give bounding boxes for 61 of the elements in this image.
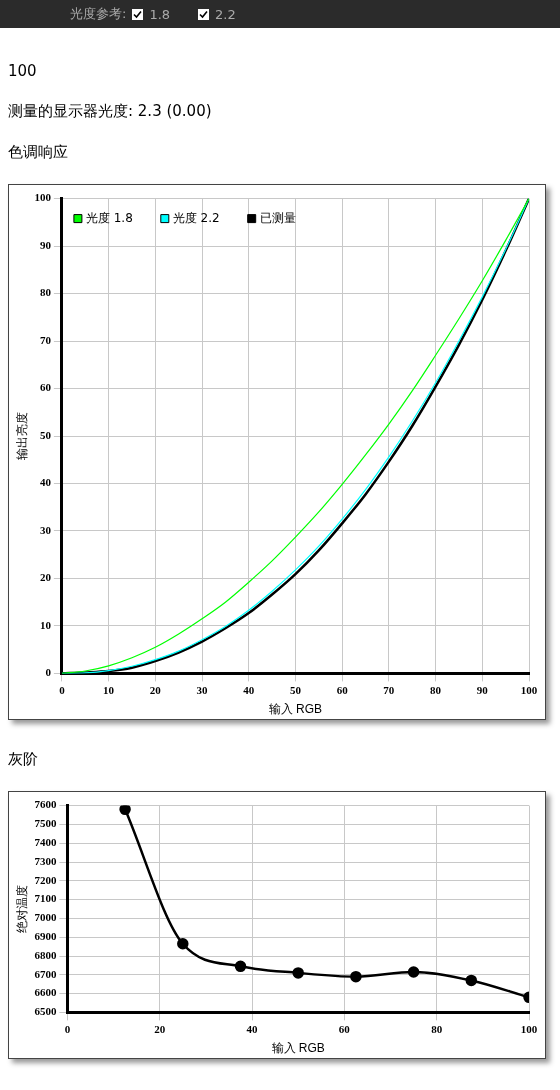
y-tick-label: 10 bbox=[39, 618, 52, 631]
point bbox=[350, 970, 362, 983]
x-tick-label: 0 bbox=[64, 1022, 71, 1035]
text: 测量的显示器光度: 2.3 (0.00) bbox=[8, 102, 213, 121]
x-tick-label: 10 bbox=[103, 683, 115, 696]
y-tick-label: 20 bbox=[39, 571, 52, 584]
point bbox=[234, 960, 247, 973]
y-tick-label: 0 bbox=[45, 666, 52, 679]
y-tick-label: 7500 bbox=[34, 817, 57, 830]
x-tick-label: 20 bbox=[154, 1022, 166, 1035]
chart-title: 色调响应 bbox=[8, 143, 69, 162]
y-tick-label: 7400 bbox=[34, 836, 57, 849]
x-tick-label: 20 bbox=[149, 683, 162, 696]
point bbox=[465, 974, 478, 987]
y-tick-label: 30 bbox=[39, 523, 52, 536]
y-tick-label: 70 bbox=[39, 333, 52, 346]
y-tick-label: 80 bbox=[39, 286, 52, 299]
x-tick-label: 30 bbox=[196, 683, 209, 696]
y-axis-title: 输出亮度 bbox=[14, 412, 29, 460]
y-tick-label: 7100 bbox=[34, 892, 57, 905]
y-tick-label: 90 bbox=[39, 238, 52, 251]
y-tick-label: 7300 bbox=[34, 854, 57, 867]
point bbox=[407, 966, 420, 978]
y-tick-label: 7200 bbox=[34, 873, 57, 886]
x-tick-label: 0 bbox=[59, 683, 66, 696]
point bbox=[177, 938, 189, 950]
legend-label: 光度 2.2 bbox=[172, 210, 220, 225]
y-tick-label: 7600 bbox=[34, 798, 57, 811]
text: 100 bbox=[8, 62, 38, 80]
x-tick-label: 80 bbox=[431, 1022, 443, 1035]
point bbox=[292, 967, 304, 979]
point bbox=[119, 805, 131, 816]
y-tick-label: 40 bbox=[39, 476, 52, 489]
x-tick-label: 60 bbox=[336, 683, 349, 696]
text: 光度参考: bbox=[70, 5, 127, 23]
y-axis-title: 绝对温度 bbox=[14, 885, 29, 933]
y-tick-label: 6900 bbox=[34, 930, 57, 943]
text: 2.2 bbox=[215, 6, 236, 22]
x-axis-title: 输入 RGB bbox=[271, 1041, 325, 1056]
legend-label: 光度 1.8 bbox=[85, 210, 133, 225]
x-tick-label: 100 bbox=[520, 683, 538, 696]
x-axis-title: 输入 RGB bbox=[268, 702, 323, 717]
y-tick-label: 60 bbox=[39, 381, 52, 394]
x-tick-label: 90 bbox=[476, 683, 489, 696]
x-tick-label: 60 bbox=[338, 1022, 351, 1035]
y-tick-label: 6700 bbox=[34, 967, 57, 980]
y-tick-label: 100 bbox=[34, 191, 52, 204]
y-tick-label: 6800 bbox=[34, 948, 57, 961]
y-tick-label: 50 bbox=[39, 428, 52, 441]
x-tick-label: 40 bbox=[246, 1022, 259, 1035]
chart-title: 灰阶 bbox=[8, 750, 39, 769]
x-tick-label: 50 bbox=[289, 683, 302, 696]
x-tick-label: 70 bbox=[383, 683, 395, 696]
legend-label: 已测量 bbox=[259, 210, 296, 225]
text: 1.8 bbox=[149, 6, 171, 22]
x-tick-label: 100 bbox=[520, 1022, 538, 1035]
x-tick-label: 80 bbox=[430, 683, 442, 696]
y-tick-label: 6600 bbox=[34, 986, 57, 999]
y-tick-label: 7000 bbox=[34, 911, 57, 924]
x-tick-label: 40 bbox=[243, 683, 255, 696]
y-tick-label: 6500 bbox=[34, 1005, 57, 1018]
